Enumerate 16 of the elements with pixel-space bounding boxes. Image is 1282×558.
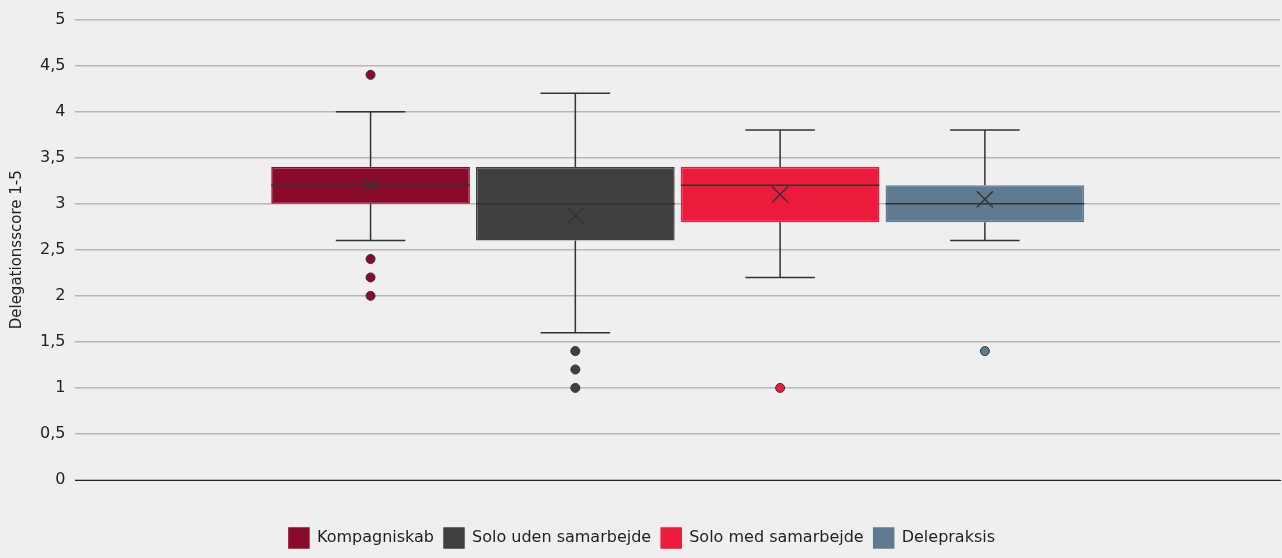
y-tick-label: 4: [55, 100, 66, 120]
y-tick-label: 2,5: [39, 238, 66, 258]
y-tick-label: 0: [55, 469, 66, 489]
y-tick-label: 0,5: [39, 423, 66, 443]
y-tick-label: 2: [55, 285, 66, 304]
y-tick-label: 3,5: [39, 146, 66, 166]
y-tick-label: 1,5: [39, 331, 66, 351]
y-axis-title: Delegationsscore 1-5: [6, 170, 25, 330]
y-tick-label: 4,5: [39, 54, 66, 74]
y-tick-label: 3: [55, 192, 66, 212]
legend-label: Solo uden samarbejde: [472, 527, 652, 547]
y-tick-label: 5: [55, 8, 66, 28]
legend-label: Solo med samarbejde: [689, 527, 864, 547]
y-tick-label: 1: [55, 377, 66, 397]
legend-label: Kompagniskab: [316, 527, 435, 547]
legend-label: Delepraksis: [901, 527, 996, 547]
